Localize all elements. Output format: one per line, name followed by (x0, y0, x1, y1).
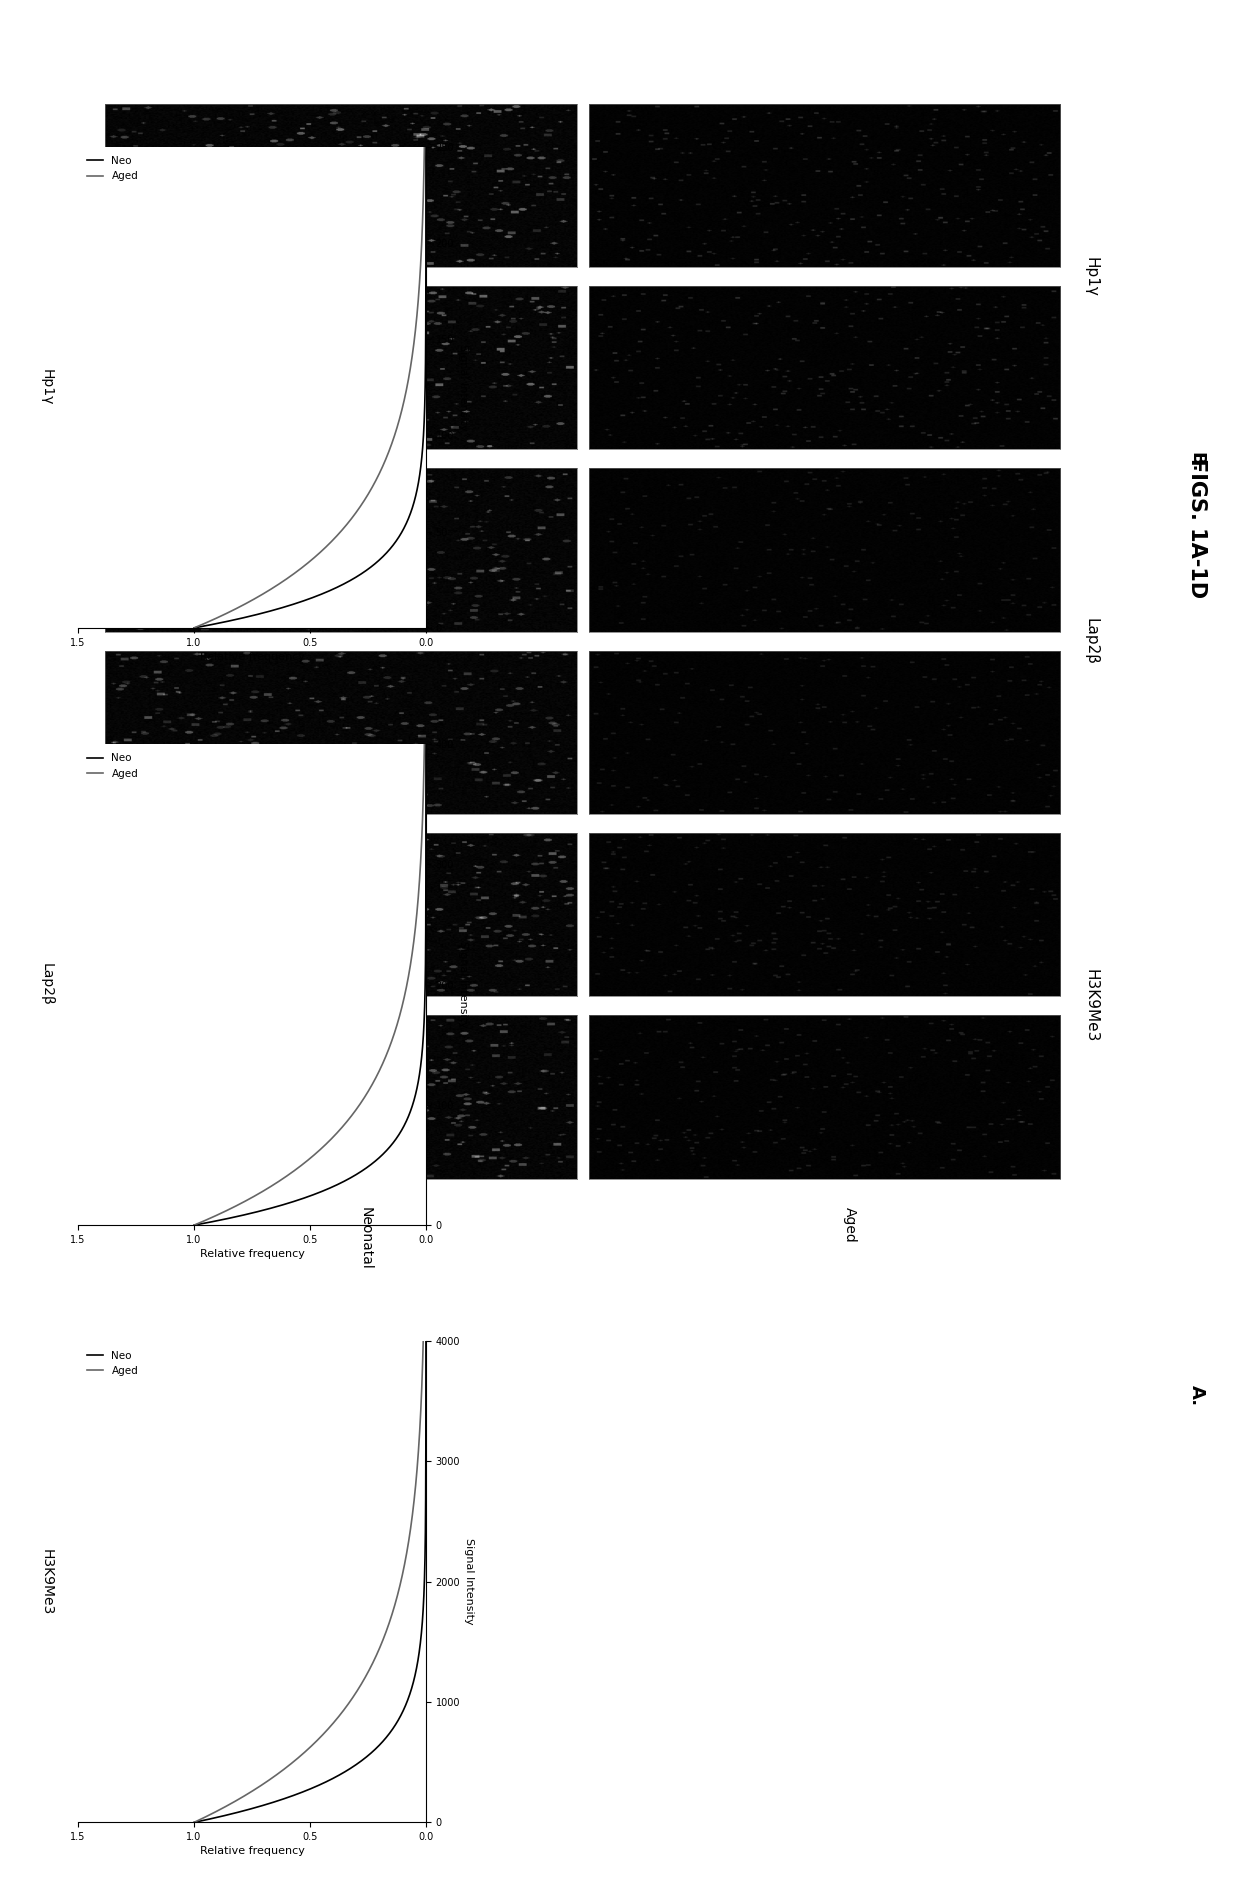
Text: Hp1γ: Hp1γ (1084, 256, 1099, 296)
Text: H3K9Me3: H3K9Me3 (40, 1548, 55, 1614)
Text: A.: A. (1188, 1384, 1205, 1407)
X-axis label: Relative frequency: Relative frequency (200, 1846, 305, 1856)
Text: Lap2β: Lap2β (1084, 619, 1099, 664)
Text: Hp1γ: Hp1γ (40, 370, 55, 405)
Y-axis label: Signal Intensity: Signal Intensity (464, 1539, 474, 1626)
Text: B.: B. (1188, 453, 1205, 472)
Text: Lap2β: Lap2β (40, 964, 55, 1005)
Y-axis label: Signal Intensity: Signal Intensity (458, 343, 469, 430)
Text: FIGS. 1A-1D: FIGS. 1A-1D (1187, 458, 1207, 598)
Legend: Neo, Aged: Neo, Aged (83, 153, 143, 185)
Legend: Neo, Aged: Neo, Aged (83, 1347, 143, 1381)
Y-axis label: Signal Intensity: Signal Intensity (458, 941, 467, 1028)
Text: Neonatal: Neonatal (358, 1207, 373, 1269)
X-axis label: Relative frequency: Relative frequency (200, 653, 305, 662)
Text: Aged: Aged (842, 1207, 857, 1243)
Legend: Neo, Aged: Neo, Aged (83, 749, 143, 783)
Text: H3K9Me3: H3K9Me3 (1084, 969, 1099, 1043)
X-axis label: Relative frequency: Relative frequency (200, 1249, 305, 1260)
